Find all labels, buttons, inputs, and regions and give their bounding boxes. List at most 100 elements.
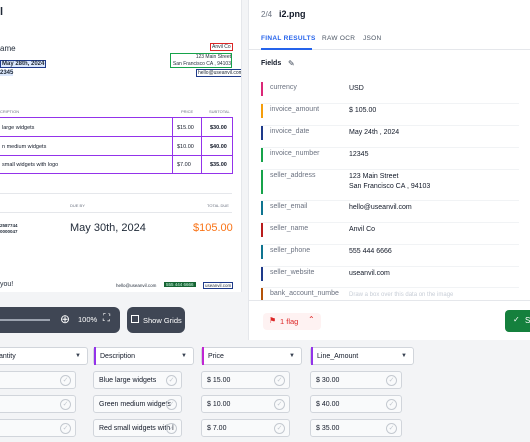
field-row-invoice-amount[interactable]: invoice_amount $ 105.00 [261,104,519,126]
table-cell-value: Green medium widgets [99,401,171,408]
field-row-invoice-number[interactable]: invoice_number 12345 [261,148,519,170]
field-value[interactable]: Draw a box over this data on the image [349,292,454,298]
field-row-seller-website[interactable]: seller_website useanvil.com [261,267,519,288]
field-value[interactable]: hello@useanvil.com [349,204,412,211]
check-circle-icon[interactable]: ✓ [166,375,177,386]
fields-heading: Fields [261,60,282,67]
field-value[interactable]: May 24th , 2024 [349,129,400,136]
column-header-label: Line_Amount [317,353,359,360]
column-header-select[interactable]: Price ▼ [201,347,302,365]
doc-col-divider [172,118,173,173]
field-color-bar [261,288,263,302]
check-circle-icon[interactable]: ✓ [386,375,397,386]
doc-date-box[interactable]: May 28th, 2024 [0,60,47,68]
zoom-in-icon[interactable]: ⊕ [60,312,71,326]
check-circle-icon[interactable]: ✓ [60,423,71,434]
doc-line-items-box[interactable]: large widgets $15.00 $30.00 n medium wid… [0,117,233,174]
fit-screen-icon[interactable]: ⛶ [103,313,110,324]
column-color-stripe [202,347,204,365]
column-header-select[interactable]: Line_Amount ▼ [310,347,414,365]
doc-footer-web-box[interactable]: useanvil.com [203,282,234,289]
field-row-seller-address[interactable]: seller_address 123 Main Street San Francis… [261,170,519,201]
check-circle-icon[interactable]: ✓ [386,423,397,434]
table-cell[interactable]: $ 10.00 ✓ [201,395,290,413]
field-separator [261,169,519,170]
check-circle-icon[interactable]: ✓ [60,375,71,386]
field-row-seller-phone[interactable]: seller_phone 555 444 6666 [261,245,519,267]
doc-title-fragment: l [0,6,4,18]
doc-seller-address-box[interactable]: 123 Main Street San Francisco CA , 94103 [170,53,232,68]
zoom-slider[interactable] [0,319,50,321]
doc-total-due-label: TOTAL DUE [207,203,229,208]
field-value-line2[interactable]: San Francisco CA , 94103 [349,183,431,190]
column-header-select[interactable]: Description ▼ [93,347,194,365]
document-preview[interactable]: l ame May 28th, 2024 2345 Anvil Co 123 M… [0,0,242,292]
check-circle-icon[interactable]: ✓ [166,399,177,410]
field-value[interactable]: 123 Main Street [349,173,399,180]
doc-divider [0,212,232,213]
table-cell[interactable]: $ 7.00 ✓ [201,419,290,437]
flag-icon: ⚑ [269,316,277,325]
doc-address-line2: San Francisco CA , 94103 [172,61,231,67]
doc-footer-phone-box[interactable]: 555 444 6666 [164,282,196,287]
doc-number-box[interactable]: 2345 [0,70,14,76]
edit-pencil-icon[interactable]: ✎ [288,59,295,68]
column-header-label: Description [100,353,136,360]
field-separator [261,147,519,148]
table-cell[interactable]: $ 30.00 ✓ [310,371,402,389]
check-circle-icon[interactable]: ✓ [274,399,285,410]
tab-json[interactable]: JSON [363,35,382,42]
field-color-bar [261,245,263,259]
table-cell[interactable]: ✓ [0,419,76,437]
flag-button[interactable]: ⚑ 1 flag ⌃ [263,313,321,330]
check-circle-icon[interactable]: ✓ [274,423,285,434]
table-cell[interactable]: Green medium widgets ✓ [93,395,182,413]
table-cell[interactable]: ✓ [0,371,76,389]
field-color-bar [261,82,263,96]
field-value[interactable]: 555 444 6666 [349,248,392,255]
field-row-currency[interactable]: currency USD [261,82,519,104]
table-cell[interactable]: ✓ [0,395,76,413]
field-row-invoice-date[interactable]: invoice_date May 24th , 2024 [261,126,519,148]
field-key: seller_name [270,225,309,232]
table-cell-value: Red small widgets with l [99,425,174,432]
table-cell-value: $ 40.00 [316,401,340,408]
field-value[interactable]: 12345 [349,151,369,158]
doc-total-due: $105.00 [193,222,233,234]
column-color-stripe [311,347,313,365]
confirm-button[interactable]: ✓ S [505,310,530,332]
table-cell[interactable]: $ 35.00 ✓ [310,419,402,437]
column-header-select[interactable]: antity ▼ [0,347,88,365]
doc-items-header-desc: CRIPTION [0,109,20,114]
check-circle-icon[interactable]: ✓ [60,399,71,410]
table-cell[interactable]: Red small widgets with l ✓ [93,419,182,437]
field-value[interactable]: useanvil.com [349,270,390,277]
tab-raw-ocr[interactable]: RAW OCR [322,35,356,42]
check-circle-icon[interactable]: ✓ [166,423,177,434]
doc-item-row [0,118,232,137]
show-grids-button[interactable]: Show Grids [127,307,185,333]
table-cell[interactable]: $ 40.00 ✓ [310,395,402,413]
doc-item-price: $15.00 [177,125,194,131]
doc-seller-email-box[interactable]: hello@useanvil.com [196,69,241,77]
field-row-seller-email[interactable]: seller_email hello@useanvil.com [261,201,519,223]
active-tab-underline [261,48,312,50]
table-cell[interactable]: Blue large widgets ✓ [93,371,182,389]
column-color-stripe [94,347,96,365]
flag-label: 1 flag [280,317,299,326]
table-cell[interactable]: $ 15.00 ✓ [201,371,290,389]
field-value[interactable]: Anvil Co [349,226,376,233]
check-circle-icon[interactable]: ✓ [274,375,285,386]
results-tabs: FINAL RESULTS RAW OCR JSON [249,28,530,50]
field-separator [261,266,519,267]
doc-seller-name-box[interactable]: Anvil Co [210,43,233,51]
field-value[interactable]: $ 105.00 [349,107,377,114]
table-cell-value: Blue large widgets [99,377,157,384]
field-value[interactable]: USD [349,85,364,92]
check-circle-icon[interactable]: ✓ [386,399,397,410]
table-cell-value: $ 30.00 [316,377,340,384]
tab-final-results[interactable]: FINAL RESULTS [261,35,316,42]
doc-item-row [0,137,232,156]
field-row-seller-name[interactable]: seller_name Anvil Co [261,223,519,245]
field-color-bar [261,170,263,194]
